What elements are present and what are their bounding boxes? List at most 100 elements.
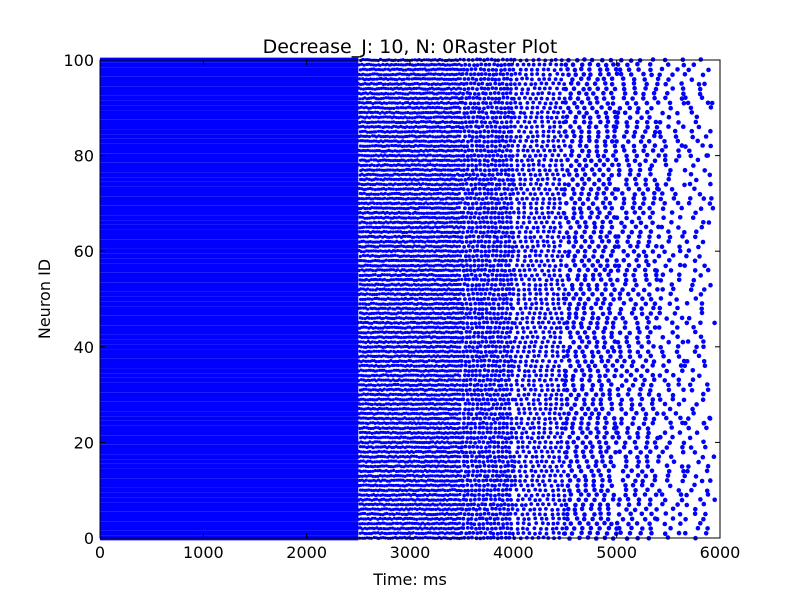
spike-marker — [388, 392, 393, 396]
spike-marker — [384, 378, 388, 382]
spike-marker — [472, 310, 477, 315]
spike-marker — [362, 425, 366, 430]
spike-marker — [375, 316, 379, 320]
spike-marker — [383, 516, 387, 521]
spike-marker — [529, 502, 534, 506]
spike-marker — [384, 498, 388, 502]
spike-marker — [678, 492, 684, 497]
spike-marker — [444, 469, 448, 473]
spike-marker — [667, 406, 673, 412]
spike-marker — [495, 268, 500, 273]
spike-marker — [574, 315, 579, 320]
spike-marker — [406, 436, 410, 440]
spike-marker — [472, 388, 477, 393]
spike-marker — [425, 283, 429, 287]
spike-marker — [424, 464, 428, 468]
spike-marker — [580, 502, 586, 508]
spike-marker — [484, 311, 489, 315]
spike-marker — [712, 320, 717, 326]
spike-marker — [693, 474, 699, 479]
spike-marker — [460, 277, 464, 282]
spike-marker — [550, 373, 555, 377]
spike-marker — [436, 498, 440, 502]
spike-marker — [582, 254, 588, 259]
spike-marker — [416, 340, 420, 344]
spike-marker — [416, 431, 420, 435]
spike-marker — [411, 263, 415, 268]
spike-marker — [504, 393, 509, 397]
spike-marker — [568, 459, 574, 464]
spike-marker — [501, 278, 506, 282]
spike-marker — [571, 526, 577, 531]
spike-marker — [455, 340, 459, 344]
spike-marker — [481, 374, 486, 378]
spike-marker — [382, 336, 386, 340]
spike-marker — [627, 354, 633, 360]
spike-marker — [588, 320, 593, 326]
spike-marker — [386, 416, 390, 420]
spike-marker — [537, 378, 542, 382]
spike-marker — [423, 492, 427, 497]
spike-marker — [395, 292, 400, 296]
spike-marker — [389, 369, 393, 373]
spike-marker — [430, 397, 434, 401]
spike-marker — [535, 502, 540, 507]
spike-marker — [364, 359, 368, 363]
spike-marker — [586, 258, 592, 263]
spike-marker — [479, 383, 484, 388]
spike-marker — [572, 402, 578, 408]
spike-marker — [471, 469, 476, 474]
spike-marker — [425, 263, 429, 267]
spike-marker — [572, 387, 577, 393]
spike-marker — [553, 406, 558, 411]
spike-marker — [543, 378, 547, 383]
spike-marker — [486, 296, 491, 301]
spike-marker — [496, 449, 501, 454]
spike-marker — [493, 412, 497, 417]
spike-marker — [469, 412, 474, 417]
spike-marker — [501, 425, 506, 430]
spike-marker — [423, 431, 427, 435]
spike-marker — [574, 453, 579, 459]
spike-marker — [527, 344, 532, 349]
spike-marker — [687, 435, 693, 441]
spike-marker — [465, 459, 470, 464]
spike-marker — [477, 459, 482, 464]
spike-marker — [630, 482, 636, 488]
spike-marker — [370, 345, 374, 349]
spike-marker — [676, 382, 681, 387]
spike-marker — [539, 345, 543, 350]
spike-marker — [464, 498, 469, 502]
spike-marker — [491, 450, 496, 455]
spike-marker — [564, 525, 569, 531]
spike-marker — [442, 254, 446, 258]
spike-marker — [359, 416, 363, 420]
spike-marker — [436, 325, 440, 329]
spike-marker — [602, 325, 608, 331]
spike-marker — [472, 349, 477, 353]
spike-marker — [417, 459, 421, 464]
spike-marker — [470, 397, 475, 402]
spike-marker — [542, 335, 546, 340]
spike-marker — [527, 383, 531, 387]
spike-marker — [426, 435, 430, 439]
spike-marker — [492, 382, 496, 387]
spike-marker — [401, 326, 405, 330]
spike-marker — [508, 354, 513, 359]
spike-marker — [454, 316, 458, 320]
spike-marker — [483, 267, 487, 272]
spike-marker — [374, 426, 378, 430]
spike-marker — [479, 435, 484, 440]
spike-marker — [533, 287, 538, 292]
spike-marker — [705, 387, 711, 393]
spike-marker — [383, 478, 387, 482]
spike-marker — [465, 283, 470, 288]
spike-marker — [579, 368, 585, 373]
spike-marker — [629, 397, 634, 402]
spike-marker — [476, 503, 481, 507]
spike-marker — [384, 254, 388, 258]
spike-marker — [405, 489, 409, 493]
spike-marker — [514, 335, 518, 340]
spike-marker — [371, 288, 375, 292]
spike-marker — [505, 421, 509, 426]
